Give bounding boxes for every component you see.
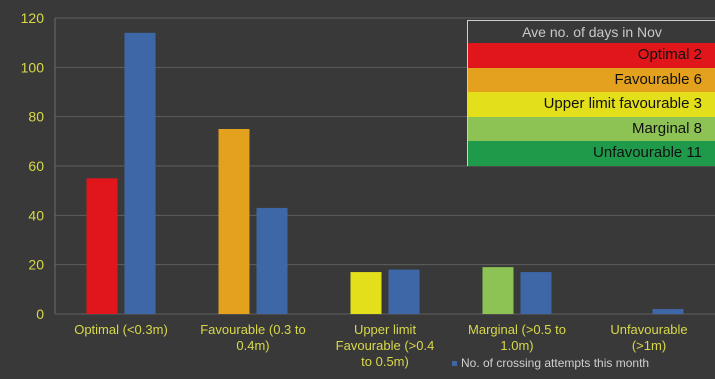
y-tick-label: 120 xyxy=(21,10,45,26)
x-tick-label: Marginal (>0.5 to 1.0m) xyxy=(468,322,566,353)
bar-crossing-attempts xyxy=(256,207,288,314)
x-tick-label: Optimal (<0.3m) xyxy=(74,322,168,337)
legend-item-optimal: Optimal 2 xyxy=(468,43,715,68)
y-tick-label: 100 xyxy=(21,59,45,75)
x-tick-label: Favourable (0.3 to 0.4m) xyxy=(200,322,306,353)
legend-item-favourable: Favourable 6 xyxy=(468,67,715,92)
bar-crossing-attempts xyxy=(652,309,684,314)
bar-days xyxy=(482,267,514,314)
legend-title: Ave no. of days in Nov xyxy=(522,24,662,40)
legend-item-marginal: Marginal 8 xyxy=(468,116,715,141)
y-tick-label: 80 xyxy=(28,109,44,125)
x-tick-label: Unfavourable (>1m) xyxy=(610,322,687,353)
bar-crossing-attempts xyxy=(388,269,420,314)
bar-days xyxy=(86,178,118,314)
series-legend-label: No. of crossing attempts this month xyxy=(461,356,650,370)
series-legend: No. of crossing attempts this month xyxy=(452,356,649,370)
y-tick-label: 60 xyxy=(28,158,44,174)
y-tick-label: 0 xyxy=(36,306,44,322)
y-tick-label: 20 xyxy=(28,257,44,273)
series-legend-swatch xyxy=(452,361,457,367)
legend-item-unfavourable: Unfavourable 11 xyxy=(468,141,715,166)
x-tick-label: Upper limit Favourable (>0.4 to 0.5m) xyxy=(336,322,435,369)
bar-crossing-attempts xyxy=(520,272,552,314)
y-tick-label: 40 xyxy=(28,207,44,223)
legend-box: Ave no. of days in Nov Optimal 2 Favoura… xyxy=(467,20,715,166)
bar-days xyxy=(218,129,250,314)
bar-crossing-attempts xyxy=(124,32,156,315)
legend-item-upper-limit-favourable: Upper limit favourable 3 xyxy=(468,92,715,117)
bar-days xyxy=(350,272,382,314)
